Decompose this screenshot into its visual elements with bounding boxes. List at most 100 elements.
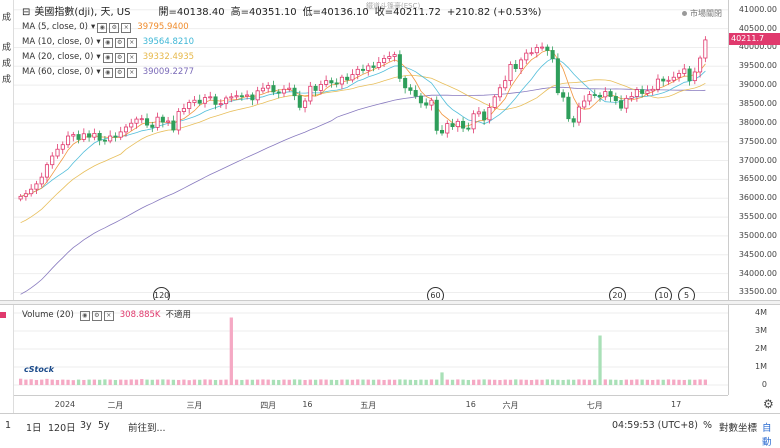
volume-bar (119, 379, 123, 385)
candle-body (176, 111, 181, 131)
candle-body (592, 94, 597, 96)
candle-body (676, 73, 682, 78)
volume-bar (219, 379, 223, 385)
price-tick: 33500.00 (738, 287, 777, 297)
period-button-3y[interactable]: 3y (80, 420, 92, 431)
gear-icon[interactable]: ⚙ (763, 397, 774, 411)
symbol-title[interactable]: 美國指數(dji), 天, US (34, 7, 131, 18)
eye-icon[interactable]: ◉ (102, 67, 113, 78)
cstock-logo: cStock (24, 365, 54, 374)
volume-bar (651, 379, 655, 385)
event-marker-120[interactable]: 120 (153, 287, 170, 300)
period-button-1d[interactable]: 1日 (26, 423, 42, 434)
price-tick: 34500.00 (738, 249, 777, 259)
volume-bar (614, 379, 618, 385)
time-tick: 五月 (360, 401, 377, 410)
volume-bar (450, 379, 455, 385)
event-marker-60[interactable]: 60 (427, 287, 444, 300)
ma-label: MA (5, close, 0) (22, 22, 88, 32)
time-tick: 二月 (107, 401, 124, 410)
settings-icon[interactable]: ⚙ (114, 37, 125, 48)
volume-bar (282, 379, 286, 385)
settings-icon[interactable]: ⚙ (109, 22, 120, 33)
volume-chart-svg[interactable] (14, 305, 728, 395)
candle-body (550, 50, 555, 60)
goto-button[interactable]: 前往到... (128, 423, 166, 434)
volume-bar (203, 379, 207, 385)
close-icon[interactable]: × (126, 52, 137, 63)
close-icon[interactable]: × (121, 22, 132, 33)
period-button-5y[interactable]: 5y (98, 420, 110, 431)
candle-body (292, 87, 297, 97)
eye-icon[interactable]: ◉ (102, 52, 113, 63)
eye-icon[interactable]: ◉ (97, 22, 108, 33)
ma-row-5[interactable]: MA (5, close, 0) ▾ ◉ ⚙ × 39795.9400 (22, 20, 541, 35)
price-axis[interactable]: 41000.00 40500.00 40000.00 39500.00 39000.00… (728, 0, 780, 300)
settings-icon[interactable]: ⚙ (91, 310, 102, 321)
event-marker-10[interactable]: 10 (655, 287, 672, 300)
ma-row-60[interactable]: MA (60, close, 0) ▾ ◉ ⚙ × 39009.2277 (22, 65, 541, 80)
volume-bar (482, 379, 486, 385)
price-tick: 38000.00 (738, 117, 777, 127)
left-letter: 成 (2, 43, 12, 53)
candle-body (123, 126, 129, 133)
chevron-down-icon[interactable]: ▾ (96, 67, 101, 77)
price-tick: 41000.00 (738, 4, 777, 14)
candle-body (682, 68, 687, 74)
candle-body (334, 82, 339, 85)
price-tick: 35000.00 (738, 230, 777, 240)
ma-row-20[interactable]: MA (20, close, 0) ▾ ◉ ⚙ × 39332.4935 (22, 50, 541, 65)
volume-pane[interactable]: Volume (20) ◉ ⚙ × 308.885K 不適用 cStock (14, 305, 728, 395)
price-chart-svg[interactable] (14, 0, 728, 300)
time-axis[interactable]: 2024 二月 三月 四月 16 五月 16 六月 七月 17 (14, 395, 728, 414)
volume-bar (677, 379, 681, 385)
chevron-down-icon[interactable]: ▾ (96, 37, 101, 47)
candle-body (324, 80, 329, 85)
volume-bar (645, 379, 650, 385)
settings-icon[interactable]: ⚙ (114, 52, 125, 63)
candle-body (39, 176, 44, 185)
volume-bar (229, 317, 233, 385)
volume-bar (308, 379, 312, 385)
candle-body (555, 58, 560, 94)
log-scale-toggle[interactable]: 對數坐標 (719, 423, 758, 434)
close-icon[interactable]: × (103, 310, 114, 321)
eye-icon[interactable]: ◉ (102, 37, 113, 48)
volume-tick: 0 (761, 380, 767, 389)
chevron-down-icon[interactable]: ▾ (91, 22, 96, 32)
candle-body (345, 76, 350, 81)
volume-axis[interactable]: 4M 3M 2M 1M 0 (728, 305, 780, 395)
close-icon[interactable]: × (126, 37, 137, 48)
time-tick: 16 (465, 400, 476, 409)
candle-body (376, 62, 381, 68)
candle-body (224, 97, 229, 105)
pane-separator[interactable] (0, 300, 780, 305)
left-letter: 成 (2, 59, 12, 69)
candle-body (508, 64, 513, 82)
event-marker-20[interactable]: 20 (609, 287, 626, 300)
clock[interactable]: 04:59:53 (UTC+8) (612, 420, 698, 431)
volume-bar (477, 379, 481, 385)
candle-body (608, 91, 613, 97)
ma-row-10[interactable]: MA (10, close, 0) ▾ ◉ ⚙ × 39564.8210 (22, 35, 541, 50)
candle-body (129, 122, 134, 128)
candle-body (87, 133, 92, 138)
candle-body (534, 47, 539, 54)
event-marker-5[interactable]: 5 (678, 287, 695, 300)
close-icon[interactable]: × (126, 67, 137, 78)
volume-bar (319, 379, 323, 385)
period-button-120d[interactable]: 120日 (48, 423, 76, 434)
candle-body (250, 94, 255, 101)
percent-toggle[interactable]: % (703, 420, 713, 431)
auto-scale-toggle[interactable]: 自動 (762, 423, 772, 448)
left-letter: 成 (2, 13, 12, 23)
eye-icon[interactable]: ◉ (79, 310, 90, 321)
candle-body (640, 89, 645, 94)
chevron-down-icon[interactable]: ▾ (96, 52, 101, 62)
collapse-icon[interactable]: ⊟ (22, 7, 31, 18)
settings-icon[interactable]: ⚙ (114, 67, 125, 78)
price-chart-pane[interactable]: 鐵道斗篷豪(ESC) 市場關閉 120 60 20 10 5 (14, 0, 728, 300)
volume-bar (698, 379, 702, 385)
volume-bar (577, 379, 581, 385)
candle-body (76, 134, 81, 140)
